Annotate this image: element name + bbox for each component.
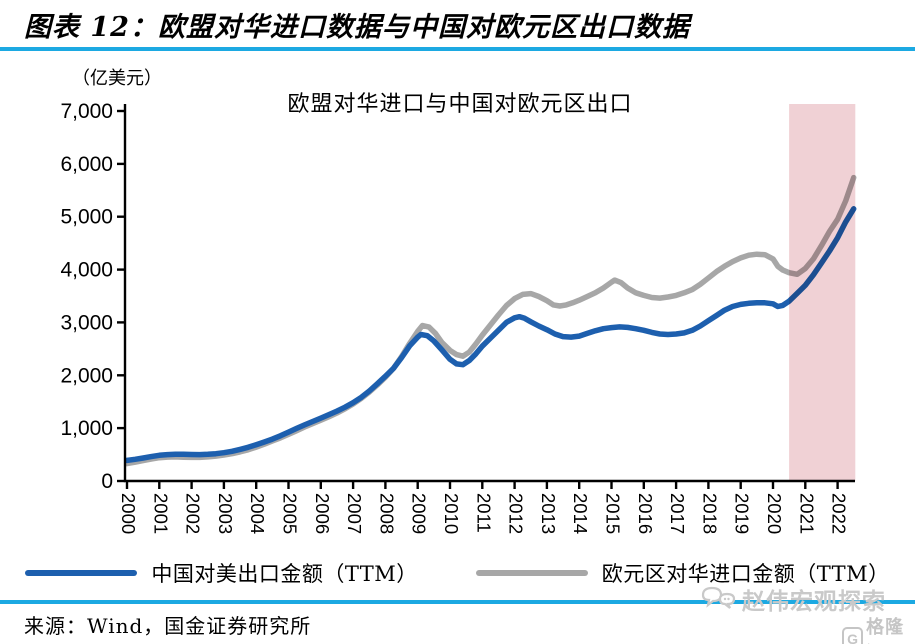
y-tick-label: 4,000 bbox=[60, 259, 113, 282]
axes bbox=[117, 104, 855, 489]
x-tick-label: 2012 bbox=[506, 493, 527, 534]
x-tick-label: 2000 bbox=[118, 493, 139, 534]
x-tick-label: 2001 bbox=[150, 493, 171, 534]
x-tick-label: 2003 bbox=[215, 493, 236, 534]
y-tick-label: 6,000 bbox=[60, 153, 113, 176]
x-tick-label: 2018 bbox=[699, 493, 720, 534]
gelonghui-logo-icon: G bbox=[842, 627, 864, 644]
y-tick-label: 3,000 bbox=[60, 311, 113, 334]
legend-label-euro-imports: 欧元区对华进口金额（TTM） bbox=[601, 562, 890, 586]
source-text: 来源：Wind，国金证券研究所 bbox=[24, 614, 312, 638]
title-divider-rule bbox=[0, 47, 915, 51]
x-tick-label: 2017 bbox=[667, 493, 688, 534]
x-tick-label: 2005 bbox=[280, 493, 301, 534]
x-tick-label: 2004 bbox=[247, 493, 268, 534]
x-tick-label: 2015 bbox=[603, 493, 624, 534]
y-tick-label: 1,000 bbox=[60, 417, 113, 440]
gray-data-line bbox=[124, 174, 857, 467]
x-axis-labels: 2000 2001 2002 2003 2004 2005 2006 2007 2008 2009… bbox=[118, 493, 850, 534]
highlight-region bbox=[789, 104, 856, 481]
x-tick-label: 2006 bbox=[312, 493, 333, 534]
watermark-zhaowei: 赵伟宏观探索 bbox=[700, 582, 886, 616]
chart-legend: 中国对美出口金额（TTM） 欧元区对华进口金额（TTM） bbox=[0, 558, 915, 588]
legend-item-euro-imports: 欧元区对华进口金额（TTM） bbox=[475, 558, 890, 588]
footer-divider-rule bbox=[0, 600, 915, 604]
watermark-gelonghui-text: 格隆汇 bbox=[866, 617, 905, 644]
x-tick-label: 2014 bbox=[570, 493, 591, 534]
y-tick-label: 0 bbox=[101, 470, 113, 493]
y-tick-label: 5,000 bbox=[60, 206, 113, 229]
y-tick-label: 2,000 bbox=[60, 364, 113, 387]
watermark-gelonghui: G 格隆汇 bbox=[842, 613, 915, 644]
y-tick-label: 7,000 bbox=[60, 100, 113, 123]
chart-title: 欧盟对华进口与中国对欧元区出口 bbox=[287, 92, 633, 117]
x-tick-label: 2016 bbox=[635, 493, 656, 534]
legend-item-china-exports: 中国对美出口金额（TTM） bbox=[25, 558, 417, 588]
x-tick-label: 2022 bbox=[829, 493, 850, 534]
figure-title: 图表 12：欧盟对华进口数据与中国对欧元区出口数据 bbox=[24, 12, 690, 43]
series-lines bbox=[124, 174, 857, 467]
blue-line-swatch bbox=[25, 570, 138, 576]
watermark-zhaowei-text: 赵伟宏观探索 bbox=[742, 588, 886, 615]
x-tick-label: 2010 bbox=[441, 493, 462, 534]
legend-label-china-exports: 中国对美出口金额（TTM） bbox=[151, 562, 418, 586]
chat-bubbles-icon bbox=[701, 586, 736, 609]
x-tick-label: 2019 bbox=[732, 493, 753, 534]
blue-data-line bbox=[124, 206, 857, 464]
x-tick-label: 2011 bbox=[473, 493, 494, 533]
x-tick-label: 2007 bbox=[344, 493, 365, 534]
y-axis-labels: 0 1,000 2,000 3,000 4,000 5,000 6,000 7,000 bbox=[60, 100, 113, 493]
x-tick-label: 2021 bbox=[796, 493, 817, 534]
x-tick-label: 2020 bbox=[764, 493, 785, 534]
x-tick-label: 2013 bbox=[538, 493, 559, 534]
x-tick-label: 2009 bbox=[409, 493, 430, 534]
y-axis-unit-label: （亿美元） bbox=[72, 68, 162, 89]
x-tick-label: 2008 bbox=[376, 493, 397, 534]
x-tick-label: 2002 bbox=[183, 493, 204, 534]
gray-line-swatch bbox=[475, 570, 588, 576]
